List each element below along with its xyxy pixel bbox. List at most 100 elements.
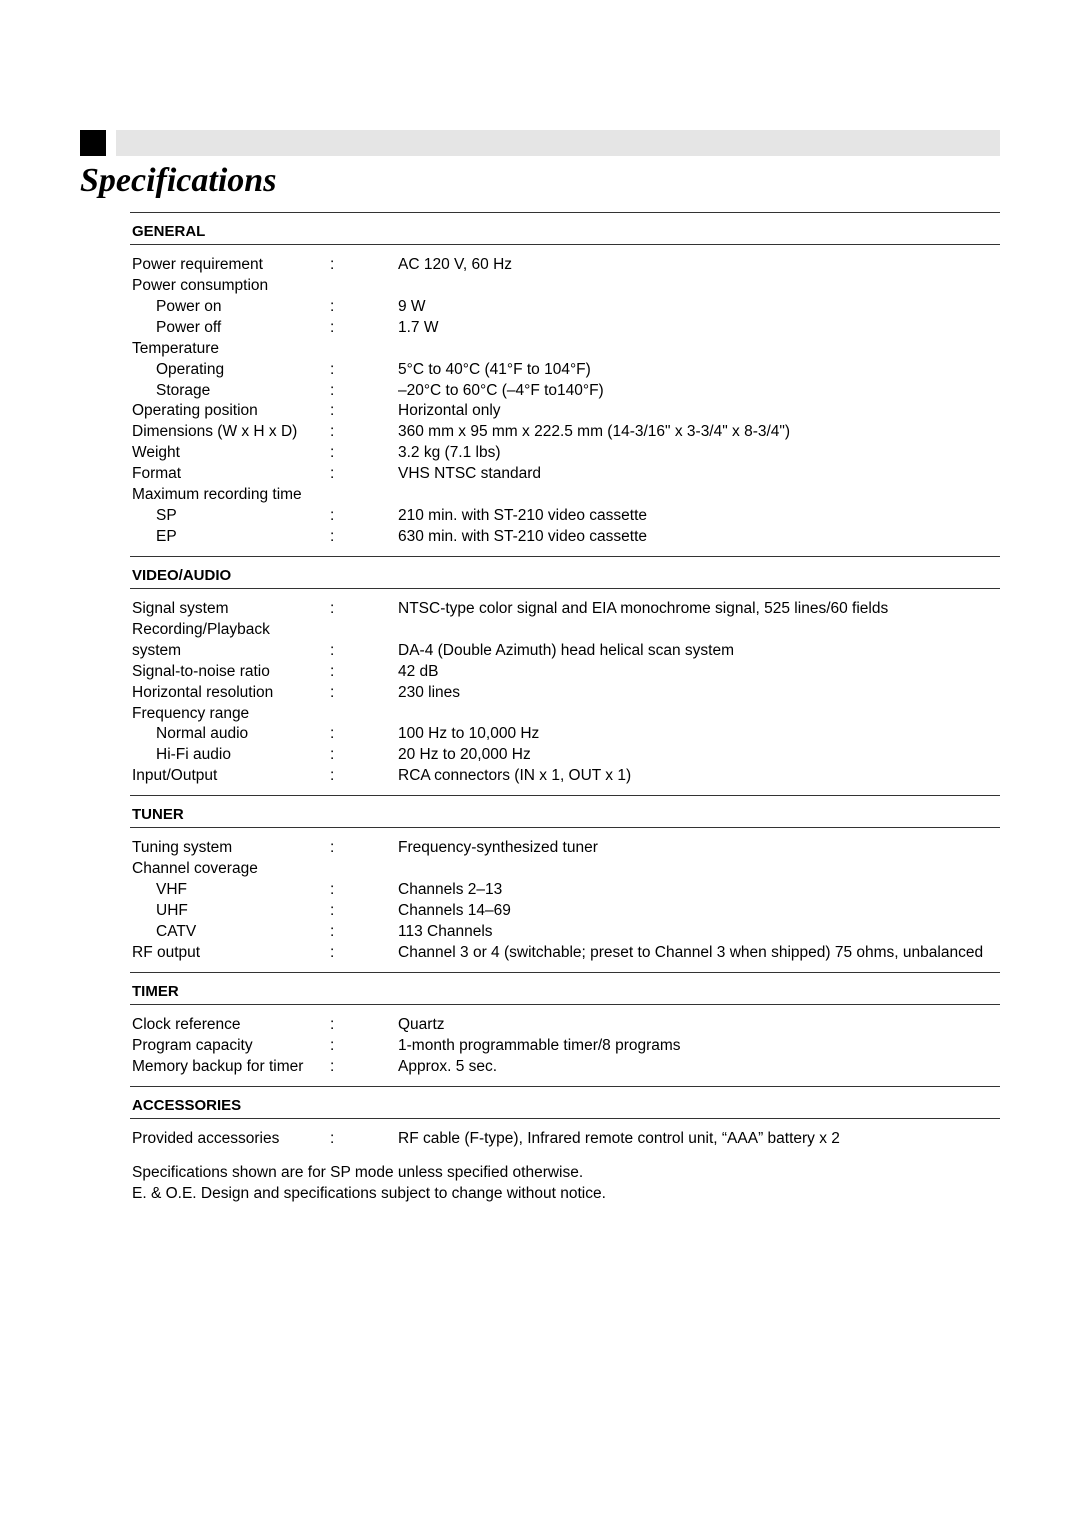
spec-colon: : bbox=[330, 255, 342, 276]
spec-row: Input/Output:RCA connectors (IN x 1, OUT… bbox=[132, 766, 1000, 787]
spec-value: 1.7 W bbox=[342, 318, 1000, 339]
spec-row: Power on:9 W bbox=[132, 297, 1000, 318]
spec-row: Horizontal resolution:230 lines bbox=[132, 683, 1000, 704]
spec-colon: : bbox=[330, 599, 342, 620]
spec-row: Operating position:Horizontal only bbox=[132, 401, 1000, 422]
spec-colon: : bbox=[330, 838, 342, 859]
spec-label: Tuning system bbox=[132, 838, 330, 859]
spec-colon: : bbox=[330, 401, 342, 422]
spec-value: Approx. 5 sec. bbox=[342, 1057, 1000, 1078]
spec-label: system bbox=[132, 641, 330, 662]
header-gray-bar bbox=[116, 130, 1000, 156]
spec-row: Maximum recording time bbox=[132, 485, 1000, 506]
spec-colon: : bbox=[330, 527, 342, 548]
spec-row: Power consumption bbox=[132, 276, 1000, 297]
bullet-square-icon bbox=[80, 130, 106, 156]
spec-label: Clock reference bbox=[132, 1015, 330, 1036]
spec-label: Recording/Playback bbox=[132, 620, 330, 641]
spec-value: Quartz bbox=[342, 1015, 1000, 1036]
spec-row: Format:VHS NTSC standard bbox=[132, 464, 1000, 485]
spec-colon: : bbox=[330, 745, 342, 766]
spec-row: Hi-Fi audio:20 Hz to 20,000 Hz bbox=[132, 745, 1000, 766]
spec-row: Weight:3.2 kg (7.1 lbs) bbox=[132, 443, 1000, 464]
spec-row: RF output:Channel 3 or 4 (switchable; pr… bbox=[132, 943, 1000, 964]
spec-value: VHS NTSC standard bbox=[342, 464, 1000, 485]
spec-value: 210 min. with ST-210 video cassette bbox=[342, 506, 1000, 527]
spec-value: 1-month programmable timer/8 programs bbox=[342, 1036, 1000, 1057]
spec-label: Dimensions (W x H x D) bbox=[132, 422, 330, 443]
section-rule bbox=[130, 556, 1000, 557]
spec-label: Power consumption bbox=[132, 276, 330, 297]
spec-colon: : bbox=[330, 1036, 342, 1057]
spec-colon: : bbox=[330, 1129, 342, 1150]
spec-value: Horizontal only bbox=[342, 401, 1000, 422]
footnote-line: E. & O.E. Design and specifications subj… bbox=[132, 1184, 1000, 1205]
spec-label: SP bbox=[132, 506, 330, 527]
spec-colon: : bbox=[330, 662, 342, 683]
spec-label: Channel coverage bbox=[132, 859, 330, 880]
footnote-block: Specifications shown are for SP mode unl… bbox=[132, 1163, 1000, 1205]
spec-label: RF output bbox=[132, 943, 330, 964]
spec-label: Format bbox=[132, 464, 330, 485]
spec-value: Frequency-synthesized tuner bbox=[342, 838, 1000, 859]
spec-value: DA-4 (Double Azimuth) head helical scan … bbox=[342, 641, 1000, 662]
spec-row: Tuning system:Frequency-synthesized tune… bbox=[132, 838, 1000, 859]
section-rule bbox=[130, 1118, 1000, 1119]
spec-label: UHF bbox=[132, 901, 330, 922]
spec-colon: : bbox=[330, 464, 342, 485]
spec-row: SP:210 min. with ST-210 video cassette bbox=[132, 506, 1000, 527]
section-header: GENERAL bbox=[132, 217, 1000, 244]
section-header: ACCESSORIES bbox=[132, 1091, 1000, 1118]
section-rule bbox=[130, 1004, 1000, 1005]
spec-row: Clock reference:Quartz bbox=[132, 1015, 1000, 1036]
spec-colon: : bbox=[330, 422, 342, 443]
spec-value: 230 lines bbox=[342, 683, 1000, 704]
spec-value: RCA connectors (IN x 1, OUT x 1) bbox=[342, 766, 1000, 787]
spec-value: 630 min. with ST-210 video cassette bbox=[342, 527, 1000, 548]
spec-value: 5°C to 40°C (41°F to 104°F) bbox=[342, 360, 1000, 381]
spec-colon: : bbox=[330, 360, 342, 381]
section-rule bbox=[130, 795, 1000, 796]
spec-label: Weight bbox=[132, 443, 330, 464]
spec-row: Memory backup for timer:Approx. 5 sec. bbox=[132, 1057, 1000, 1078]
spec-value: Channels 2–13 bbox=[342, 880, 1000, 901]
spec-row: Signal system:NTSC-type color signal and… bbox=[132, 599, 1000, 620]
spec-value: RF cable (F-type), Infrared remote contr… bbox=[342, 1129, 1000, 1150]
page-header: Specifications bbox=[80, 130, 1000, 200]
spec-colon: : bbox=[330, 922, 342, 943]
spec-value: Channel 3 or 4 (switchable; preset to Ch… bbox=[342, 943, 1000, 964]
spec-label: VHF bbox=[132, 880, 330, 901]
spec-value: –20°C to 60°C (–4°F to140°F) bbox=[342, 381, 1000, 402]
section-header: TUNER bbox=[132, 800, 1000, 827]
spec-value: 20 Hz to 20,000 Hz bbox=[342, 745, 1000, 766]
spec-row: Recording/Playback bbox=[132, 620, 1000, 641]
spec-label: Provided accessories bbox=[132, 1129, 330, 1150]
spec-colon: : bbox=[330, 443, 342, 464]
spec-value: 113 Channels bbox=[342, 922, 1000, 943]
spec-row: EP:630 min. with ST-210 video cassette bbox=[132, 527, 1000, 548]
spec-colon: : bbox=[330, 683, 342, 704]
spec-value: AC 120 V, 60 Hz bbox=[342, 255, 1000, 276]
spec-value: NTSC-type color signal and EIA monochrom… bbox=[342, 599, 1000, 620]
spec-label: Normal audio bbox=[132, 724, 330, 745]
spec-colon: : bbox=[330, 506, 342, 527]
spec-label: Input/Output bbox=[132, 766, 330, 787]
section-rule bbox=[130, 588, 1000, 589]
spec-row: Operating:5°C to 40°C (41°F to 104°F) bbox=[132, 360, 1000, 381]
spec-label: Maximum recording time bbox=[132, 485, 330, 506]
spec-colon: : bbox=[330, 641, 342, 662]
section-rule bbox=[130, 212, 1000, 213]
section-rule bbox=[130, 1086, 1000, 1087]
spec-row: Storage:–20°C to 60°C (–4°F to140°F) bbox=[132, 381, 1000, 402]
spec-label: Temperature bbox=[132, 339, 330, 360]
spec-block: Tuning system:Frequency-synthesized tune… bbox=[132, 832, 1000, 964]
spec-colon: : bbox=[330, 318, 342, 339]
spec-label: Operating position bbox=[132, 401, 330, 422]
spec-label: CATV bbox=[132, 922, 330, 943]
spec-label: Program capacity bbox=[132, 1036, 330, 1057]
spec-label: Signal system bbox=[132, 599, 330, 620]
spec-label: Memory backup for timer bbox=[132, 1057, 330, 1078]
spec-value: 360 mm x 95 mm x 222.5 mm (14-3/16" x 3-… bbox=[342, 422, 1000, 443]
spec-label: Storage bbox=[132, 381, 330, 402]
spec-row: Channel coverage bbox=[132, 859, 1000, 880]
